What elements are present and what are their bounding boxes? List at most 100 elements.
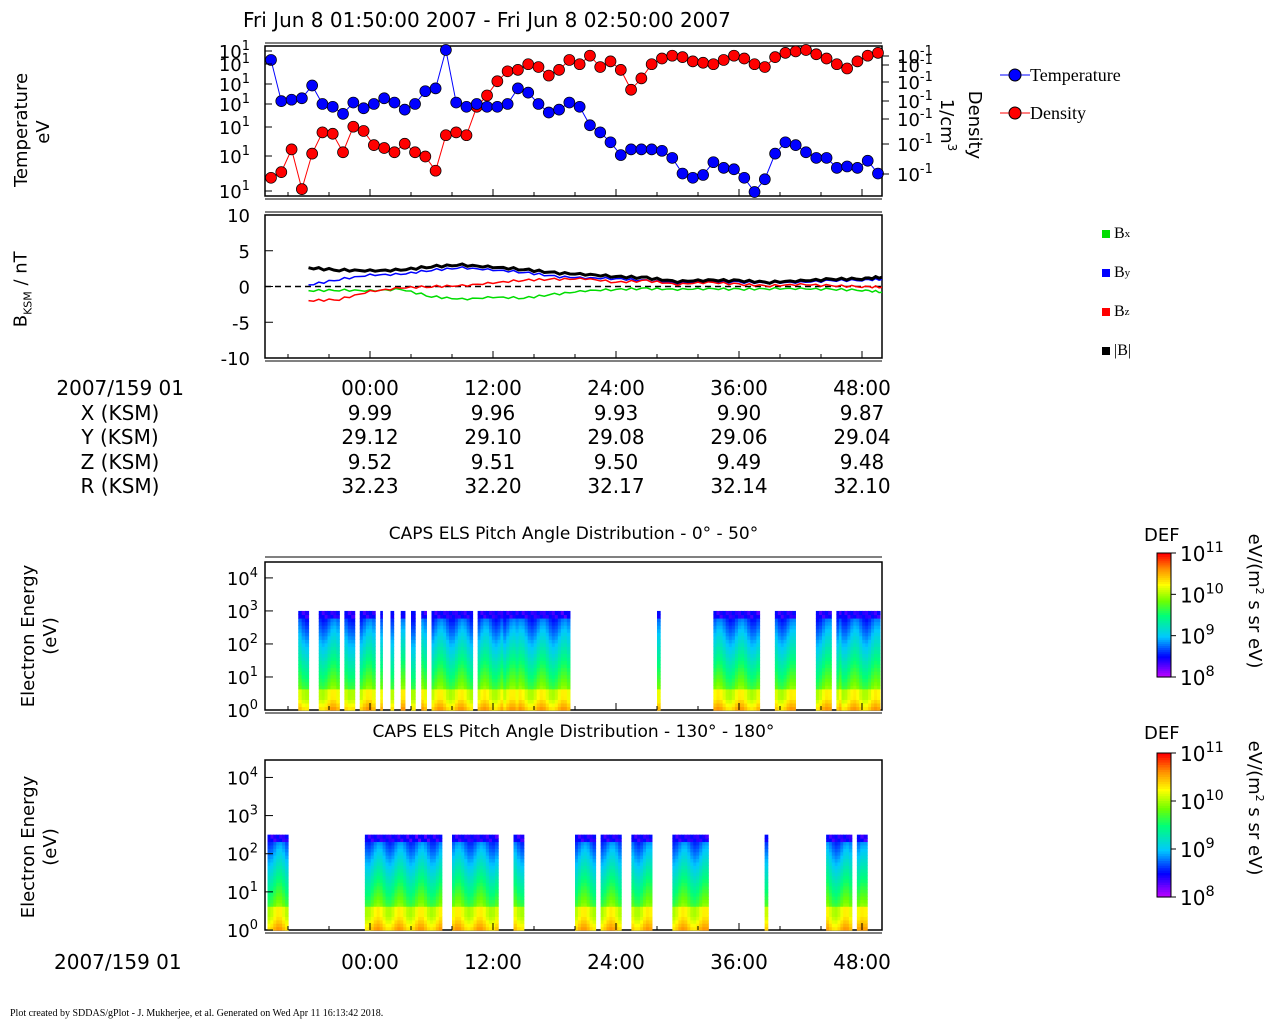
spec2-cell	[279, 855, 283, 860]
spec2-cell	[513, 926, 518, 931]
spec1-cell	[449, 660, 453, 665]
spec1-cell	[298, 660, 303, 665]
spec2-cell	[586, 909, 591, 914]
spec2-cell	[285, 875, 289, 880]
spec1-cell	[330, 635, 334, 640]
spec1-cell	[477, 642, 482, 647]
plasma-point-density	[872, 46, 884, 59]
spec1-cell	[786, 681, 791, 686]
spec1-cell	[347, 639, 352, 644]
plasma-point-temperature	[779, 136, 792, 149]
spec2-cell	[285, 909, 289, 914]
spec1-cell	[344, 681, 349, 686]
spec1-cell	[421, 678, 425, 683]
plasma-ticks: 10110110110110110110110-110-110-110-110-…	[219, 39, 933, 203]
spec2-cell	[412, 892, 416, 897]
spec1-cell	[713, 695, 718, 700]
spec1-cell	[716, 667, 721, 672]
spec1-cell	[457, 678, 462, 683]
spec2-cell	[421, 902, 425, 907]
spec2-cell	[391, 902, 396, 907]
spec1-cell	[877, 632, 881, 637]
spec1-cell	[566, 681, 571, 686]
spec1-cell	[336, 656, 340, 662]
spec2-cell	[273, 848, 277, 853]
spec1-cell	[557, 632, 562, 637]
spec1-cell	[753, 656, 758, 662]
spec1-cell	[477, 625, 482, 630]
spec2-cell	[394, 906, 398, 911]
spec1-cell	[421, 674, 425, 679]
plasma-point-temperature	[820, 152, 833, 164]
spec1-cell	[734, 706, 739, 711]
spec2-cell	[438, 848, 443, 853]
spec1-cell	[400, 688, 406, 693]
spec1-cell	[503, 702, 507, 708]
spec2-cell	[470, 889, 475, 894]
spec2-cell	[586, 889, 591, 894]
spec2-cell	[270, 865, 274, 870]
spec2-cell	[432, 841, 437, 846]
spec2-cell	[400, 909, 404, 914]
spec2-cell	[370, 923, 375, 928]
spec1-cell	[477, 664, 482, 669]
spec1-cell	[741, 625, 745, 630]
spec2-cell	[577, 909, 582, 914]
spec2-cell	[376, 834, 381, 839]
spec2-cell	[426, 872, 431, 877]
spec1-cell	[449, 678, 453, 683]
spec2-cell	[583, 909, 588, 914]
spec1-cell	[753, 653, 758, 658]
spec2-cell	[385, 872, 390, 877]
spec1-cell	[530, 699, 535, 704]
spec2-cell	[415, 865, 419, 870]
spec1-cell	[515, 674, 520, 679]
spec2-cell	[421, 848, 425, 853]
spec1-cell	[774, 667, 779, 672]
spec1-cell	[515, 667, 520, 672]
spec1-cell	[347, 649, 352, 654]
spec2-cell	[418, 919, 422, 924]
spec1-cell	[489, 664, 493, 669]
spec1-cell	[844, 671, 849, 676]
spec2-cell	[479, 889, 484, 894]
spec1-cell	[437, 649, 441, 654]
spec2-cell	[267, 916, 272, 921]
spec2-cell	[513, 875, 518, 880]
spec1-cell	[457, 618, 462, 623]
spec2-cell	[473, 841, 478, 846]
spec2-cell	[438, 834, 443, 839]
spec2-cell	[373, 909, 378, 914]
spec1-cell	[731, 674, 736, 679]
spec1-cell	[489, 674, 493, 679]
spec1-cell	[390, 699, 395, 704]
spec1-cell	[844, 685, 849, 690]
spec2-cell	[400, 912, 404, 917]
spec2-cell	[379, 834, 384, 839]
spec1-cell	[725, 678, 730, 683]
spec1-cell	[351, 664, 356, 669]
spec1-cell	[792, 653, 796, 658]
spec1-cell	[421, 632, 425, 637]
spec1-cell	[548, 656, 553, 662]
spec2-cell	[455, 855, 459, 860]
spec1-cell	[838, 653, 843, 658]
spec1-cell	[722, 621, 727, 626]
spec1-cell	[411, 667, 416, 672]
spec1-cell	[542, 635, 547, 640]
spec2-cell	[391, 878, 396, 883]
spec2-cell	[580, 923, 585, 928]
spec1-cell	[434, 681, 438, 686]
spec2-cell	[409, 892, 413, 897]
spec1-cell	[483, 621, 487, 626]
spec1-cell	[336, 685, 340, 690]
spec1-cell	[780, 621, 785, 626]
spec1-cell	[515, 649, 520, 654]
spec2-cell	[455, 889, 459, 894]
spec1-cell	[491, 621, 496, 626]
spec1-cell	[874, 688, 878, 693]
spec1-cell	[777, 625, 782, 630]
spec1-cell	[783, 706, 788, 711]
density-tick-label: 10-1	[897, 132, 933, 156]
spec1-cell	[390, 660, 395, 665]
